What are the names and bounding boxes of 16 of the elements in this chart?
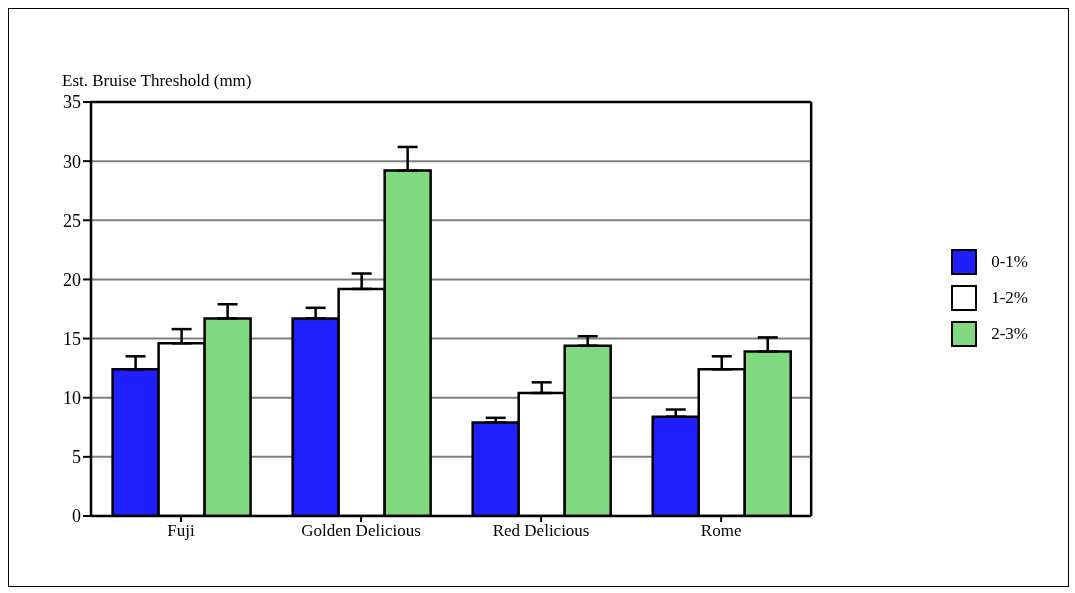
y-tick-label: 20 <box>63 269 81 290</box>
x-tick-label: Rome <box>700 521 742 541</box>
y-tick-label: 0 <box>72 506 81 527</box>
y-tick-label: 25 <box>63 210 81 231</box>
x-tick-label: Red Delicious <box>492 521 590 541</box>
y-axis-title: Est. Bruise Threshold (mm) <box>62 71 252 91</box>
x-tick-label: Golden Delicious <box>301 521 421 541</box>
y-tick-label: 30 <box>63 151 81 172</box>
legend-label: 1-2% <box>991 287 1028 308</box>
y-tick-label: 10 <box>63 388 81 409</box>
legend-label: 2-3% <box>991 323 1028 344</box>
legend-label: 0-1% <box>991 251 1028 272</box>
y-tick-label: 35 <box>63 92 81 113</box>
x-tick-label: Fuji <box>167 521 195 541</box>
y-tick-label: 5 <box>72 447 81 468</box>
y-tick-label: 15 <box>63 328 81 349</box>
